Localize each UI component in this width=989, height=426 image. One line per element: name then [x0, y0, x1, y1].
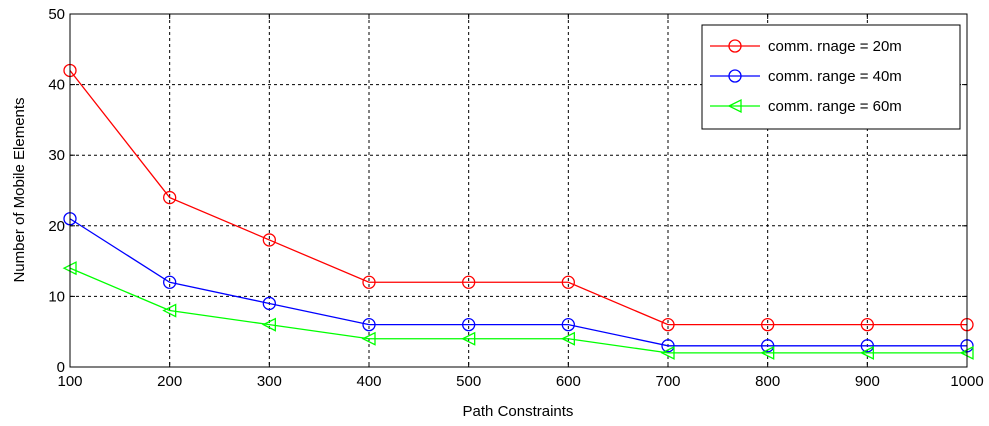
data-point [761, 317, 775, 332]
series-1 [63, 63, 974, 332]
x-tick-label: 600 [556, 373, 581, 390]
legend-items: comm. rnage = 20m comm. range = 40m comm. … [710, 38, 902, 115]
data-point [661, 317, 675, 332]
y-tick-label: 10 [48, 288, 65, 305]
series-line [69, 70, 967, 326]
legend-label: comm. rnage = 20m [768, 38, 902, 55]
data-point [561, 317, 575, 332]
legend: comm. rnage = 20m comm. range = 40m comm. … [701, 24, 961, 130]
data-point [661, 339, 675, 353]
legend-entry: comm. rnage = 20m [710, 38, 902, 55]
data-point [462, 275, 476, 289]
x-tick-label: 500 [456, 373, 481, 390]
y-tick-label: 0 [57, 359, 65, 376]
y-axis-label: Number of Mobile Elements [11, 97, 28, 282]
data-point [362, 317, 376, 332]
data-point [560, 331, 575, 346]
y-tick-label: 50 [48, 6, 65, 23]
x-tick-label: 200 [157, 373, 182, 390]
data-point [163, 190, 177, 205]
series-2 [63, 212, 974, 353]
legend-marker [728, 69, 742, 83]
y-tick-label: 30 [48, 147, 65, 164]
x-tick-label: 700 [655, 373, 680, 390]
data-point [461, 331, 476, 346]
data-point [860, 317, 874, 332]
legend-label: comm. range = 40m [768, 68, 902, 85]
data-point [361, 331, 376, 346]
x-tick-label: 800 [755, 373, 780, 390]
data-point [561, 275, 575, 289]
data-point [362, 275, 376, 289]
x-axis-label: Path Constraints [463, 403, 574, 420]
data-point [860, 339, 874, 353]
legend-box [701, 24, 961, 130]
legend-entry: comm. range = 40m [710, 68, 902, 85]
legend-entry: comm. range = 60m [710, 98, 902, 115]
x-tick-label: 100 [57, 373, 82, 390]
data-point [760, 345, 775, 360]
data-point [660, 345, 675, 360]
data-point [163, 275, 177, 289]
series-line [69, 218, 967, 347]
data-point [462, 317, 476, 332]
series-line [69, 267, 967, 354]
x-tick-label: 1000 [950, 373, 983, 390]
series-layer [62, 63, 974, 360]
y-tick-labels: 0 10 20 30 40 50 [48, 6, 65, 376]
y-tick-label: 40 [48, 77, 65, 94]
data-point [262, 296, 276, 311]
legend-marker [728, 39, 742, 53]
y-tick-label: 20 [48, 218, 65, 235]
x-tick-label: 300 [257, 373, 282, 390]
data-point [262, 233, 276, 247]
data-point [261, 317, 276, 332]
plot-frame [69, 13, 968, 368]
legend-marker [727, 98, 742, 114]
data-point [859, 345, 874, 360]
data-point [761, 339, 775, 353]
x-tick-label: 400 [356, 373, 381, 390]
legend-label: comm. range = 60m [768, 98, 902, 115]
x-tick-labels: 100 200 300 400 500 600 700 800 900 1000 [57, 373, 983, 390]
x-tick-label: 900 [855, 373, 880, 390]
data-point [162, 303, 177, 318]
grid-layer [70, 14, 967, 367]
